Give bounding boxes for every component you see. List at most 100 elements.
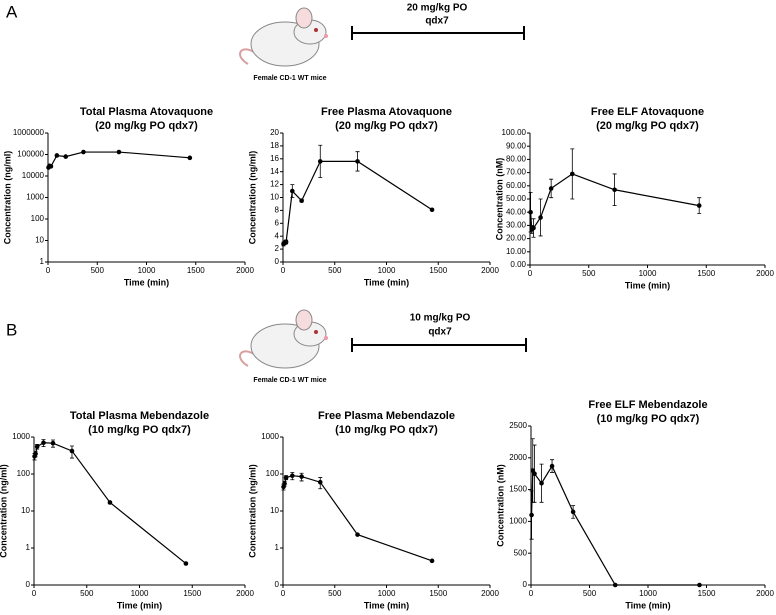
y-tick-label: 0 bbox=[275, 580, 280, 589]
data-point bbox=[548, 186, 554, 191]
data-point bbox=[290, 188, 295, 194]
y-tick-label: 4 bbox=[275, 231, 280, 240]
panel-label: A bbox=[6, 2, 18, 21]
y-tick-label: 6 bbox=[275, 218, 280, 227]
y-tick-label: 10 bbox=[270, 506, 279, 515]
dosing-bar bbox=[351, 26, 525, 40]
x-tick-label: 1000 bbox=[378, 589, 396, 598]
schedule-label: qdx7 bbox=[425, 16, 449, 27]
mouse-caption: Female CD-1 WT mice bbox=[253, 75, 326, 82]
y-axis-label: Concentration (ng/ml) bbox=[247, 151, 257, 245]
chart-title: Total Plasma Atovaquone bbox=[80, 106, 213, 118]
y-axis-label: Concentration (ng/ml) bbox=[2, 151, 12, 245]
data-point bbox=[612, 582, 618, 588]
data-point bbox=[317, 479, 323, 485]
y-tick-label: 10 bbox=[35, 236, 44, 245]
x-tick-label: 0 bbox=[46, 266, 51, 275]
y-tick-label: 12 bbox=[270, 180, 279, 189]
x-tick-label: 2000 bbox=[756, 269, 774, 278]
x-tick-label: 1500 bbox=[183, 589, 201, 598]
data-point bbox=[529, 512, 534, 518]
panel-label: B bbox=[6, 320, 17, 339]
dose-label: 10 mg/kg PO bbox=[410, 313, 471, 324]
chart-title: Free Plasma Mebendazole bbox=[318, 410, 455, 422]
data-point bbox=[48, 164, 54, 169]
x-tick-label: 1000 bbox=[639, 589, 657, 598]
mouse-caption: Female CD-1 WT mice bbox=[253, 377, 326, 384]
data-point bbox=[429, 558, 435, 564]
chart-title: Total Plasma Mebendazole bbox=[70, 410, 209, 422]
data-point bbox=[538, 215, 543, 220]
x-tick-label: 0 bbox=[281, 589, 286, 598]
data-point bbox=[283, 239, 289, 245]
y-tick-label: 8 bbox=[275, 206, 280, 215]
data-point bbox=[355, 159, 360, 164]
y-tick-label: 1 bbox=[275, 543, 280, 552]
x-tick-label: 500 bbox=[91, 266, 105, 275]
x-tick-label: 1500 bbox=[187, 266, 205, 275]
data-point bbox=[549, 463, 555, 469]
x-tick-label: 500 bbox=[328, 266, 342, 275]
x-tick-label: 1500 bbox=[697, 269, 715, 278]
y-tick-label: 100.00 bbox=[502, 128, 527, 137]
data-point bbox=[54, 153, 60, 158]
chart-subtitle: (10 mg/kg PO qdx7) bbox=[597, 413, 700, 425]
x-tick-label: 0 bbox=[528, 269, 533, 278]
y-tick-label: 90.00 bbox=[506, 141, 527, 150]
schedule-label: qdx7 bbox=[428, 327, 452, 338]
y-tick-label: 80.00 bbox=[506, 155, 527, 164]
chart: Free ELF Mebendazole (10 mg/kg PO qdx7) 0 5… bbox=[495, 399, 774, 610]
panel-a-header: A Female CD-1 WT mice 20 mg/kg PO qdx7 bbox=[6, 2, 525, 82]
data-point bbox=[50, 440, 56, 446]
dosing-bar bbox=[351, 338, 527, 352]
y-tick-label: 1000000 bbox=[13, 128, 45, 137]
y-tick-label: 70.00 bbox=[506, 168, 527, 177]
data-point bbox=[696, 203, 702, 208]
x-tick-label: 1000 bbox=[639, 269, 657, 278]
x-tick-label: 0 bbox=[32, 589, 37, 598]
data-point bbox=[183, 561, 189, 566]
data-point bbox=[317, 159, 323, 164]
y-tick-label: 1500 bbox=[509, 485, 527, 494]
x-tick-label: 500 bbox=[582, 269, 596, 278]
y-tick-label: 0 bbox=[26, 580, 31, 589]
y-tick-label: 1000 bbox=[12, 432, 30, 441]
y-tick-label: 100 bbox=[266, 469, 280, 478]
data-point bbox=[612, 187, 617, 193]
data-point bbox=[528, 209, 533, 215]
chart-subtitle: (20 mg/kg PO qdx7) bbox=[596, 120, 699, 132]
dose-label: 20 mg/kg PO bbox=[407, 3, 468, 14]
chart-subtitle: (10 mg/kg PO qdx7) bbox=[88, 424, 191, 436]
x-tick-label: 1500 bbox=[698, 589, 716, 598]
x-tick-label: 1000 bbox=[131, 589, 149, 598]
chart: Free ELF Atovaquone (20 mg/kg PO qdx7) 0 50… bbox=[494, 106, 774, 290]
data-point bbox=[299, 198, 304, 204]
data-line bbox=[530, 464, 700, 586]
y-tick-label: 1 bbox=[40, 257, 45, 266]
x-tick-label: 1500 bbox=[429, 266, 447, 275]
y-tick-label: 14 bbox=[270, 167, 279, 176]
chart-title: Free ELF Mebendazole bbox=[588, 399, 707, 411]
y-tick-label: 50.00 bbox=[506, 194, 527, 203]
chart: Total Plasma Mebendazole (10 mg/kg PO qdx… bbox=[0, 410, 254, 610]
data-point bbox=[290, 473, 295, 478]
y-tick-label: 10.00 bbox=[506, 247, 527, 256]
data-line bbox=[283, 160, 433, 245]
mouse-icon bbox=[239, 7, 328, 67]
data-point bbox=[34, 444, 40, 449]
data-point bbox=[63, 154, 69, 159]
data-point bbox=[570, 509, 576, 515]
data-point bbox=[187, 155, 193, 161]
x-tick-label: 2000 bbox=[756, 589, 774, 598]
x-tick-label: 2000 bbox=[481, 589, 499, 598]
y-tick-label: 20 bbox=[270, 128, 279, 137]
y-tick-label: 2500 bbox=[509, 421, 527, 430]
y-axis-label: Concentration (ng/ml) bbox=[247, 464, 257, 558]
y-tick-label: 1 bbox=[26, 543, 31, 552]
x-axis-label: Time (min) bbox=[364, 277, 409, 287]
x-tick-label: 500 bbox=[583, 589, 597, 598]
x-tick-label: 1000 bbox=[138, 266, 156, 275]
y-tick-label: 0 bbox=[275, 257, 280, 266]
y-tick-label: 10000 bbox=[22, 171, 45, 180]
